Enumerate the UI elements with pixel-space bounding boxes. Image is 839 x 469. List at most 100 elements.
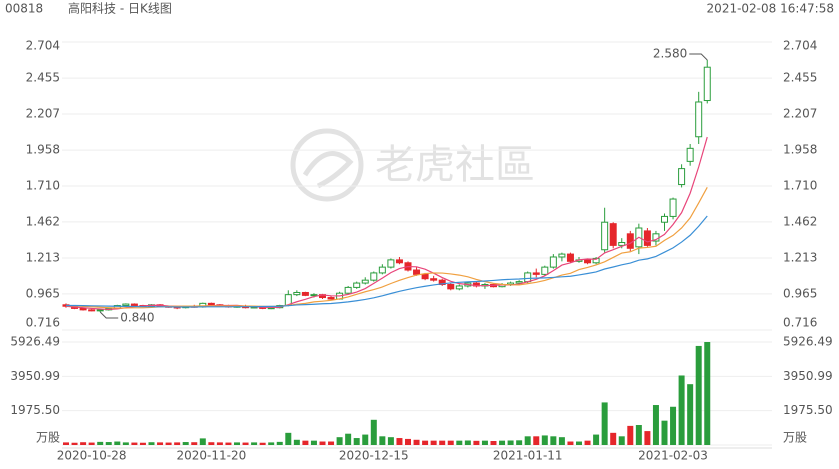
volume-bar <box>704 342 711 445</box>
volume-bar <box>88 442 95 445</box>
watermark: 老虎社區 <box>375 142 535 188</box>
y-tick-label-right: 2.207 <box>783 107 817 121</box>
chart-title: 高阳科技 - 日K线图 <box>68 1 172 16</box>
volume-bar <box>413 439 420 445</box>
vol-tick-label: 1975.50 <box>10 403 60 417</box>
candle-body <box>122 303 130 307</box>
x-tick-label: 2020-10-28 <box>57 449 127 463</box>
volume-bar <box>182 442 189 445</box>
candle-body <box>438 279 446 286</box>
volume-bar <box>567 441 574 445</box>
candle-body <box>327 297 335 300</box>
volume-bar <box>687 384 694 445</box>
candle-body <box>541 266 549 275</box>
volume-bar <box>422 440 429 445</box>
volume-bar <box>464 440 471 445</box>
low-pointer <box>99 311 119 319</box>
volume-bar <box>131 442 138 445</box>
y-tick-label-right: 1.710 <box>783 179 817 193</box>
volume-bar <box>456 440 463 445</box>
volume-bar <box>481 440 488 445</box>
vol-tick-label: 5926.49 <box>10 335 60 349</box>
y-tick-label-right: 0.716 <box>783 316 817 330</box>
high-pointer <box>689 53 708 61</box>
volume-bar <box>439 440 446 445</box>
volume-bar <box>293 439 300 445</box>
candle-body <box>207 302 215 306</box>
volume-bar <box>310 440 317 445</box>
y-tick-label-right: 2.704 <box>783 39 817 53</box>
y-tick-label: 1.710 <box>26 179 60 193</box>
volume-bar <box>661 420 668 445</box>
volume-bar <box>242 442 249 445</box>
volume-bar <box>558 437 565 445</box>
candle-body <box>558 253 566 258</box>
volume-bar <box>405 438 411 445</box>
candle-body <box>361 279 369 284</box>
volume-bar <box>139 442 146 445</box>
candle-body <box>387 259 395 268</box>
volume-bar <box>259 442 266 445</box>
volume-bar <box>234 442 240 445</box>
vol-tick-label-right: 5926.49 <box>783 335 833 349</box>
y-tick-label-right: 1.958 <box>783 143 817 157</box>
candle-body <box>626 233 634 249</box>
y-tick-label: 2.455 <box>26 71 60 85</box>
vol-tick-label: 3950.99 <box>10 369 60 383</box>
volume-bar <box>516 440 523 445</box>
volume-bar <box>430 440 437 445</box>
volume-bar <box>268 442 275 445</box>
volume-bar <box>208 442 215 445</box>
candle-body <box>88 309 96 312</box>
candle-body <box>592 257 600 264</box>
volume-bar <box>105 442 112 445</box>
volume-bar <box>507 440 514 445</box>
candle-body <box>584 259 592 264</box>
candle-body <box>618 241 626 246</box>
candle-body <box>643 230 651 246</box>
volume-bar <box>447 440 454 445</box>
volume-bar <box>584 440 591 445</box>
volume-bar <box>216 442 223 445</box>
volume-bar <box>473 440 480 445</box>
x-tick-label: 2020-11-20 <box>176 449 246 463</box>
y-tick-label-right: 2.455 <box>783 71 817 85</box>
volume-bar <box>225 442 232 445</box>
volume-bar <box>71 442 78 445</box>
volume-bar <box>627 425 634 445</box>
volume-bar <box>533 436 540 445</box>
candle-body <box>455 285 463 290</box>
volume-bar <box>593 434 600 445</box>
candle-body <box>566 253 574 262</box>
candle-body <box>344 286 352 294</box>
stock-code: 00818 <box>5 2 43 16</box>
volume-bar <box>524 436 531 445</box>
volume-bar <box>678 375 685 445</box>
candle-body <box>532 272 540 275</box>
volume-bar <box>302 440 309 445</box>
y-tick-label: 2.207 <box>26 107 60 121</box>
volume-bar <box>122 442 129 445</box>
volume-bar <box>490 441 497 445</box>
volume-bar <box>276 441 283 445</box>
candle-body <box>549 256 557 268</box>
candle-body <box>378 266 386 274</box>
candle-body <box>524 272 532 283</box>
volume-bar <box>499 440 506 445</box>
candle-body <box>413 269 421 275</box>
candle-body <box>447 284 455 290</box>
volume-bar <box>174 442 181 445</box>
volume-bar <box>165 442 172 445</box>
y-tick-label: 2.704 <box>26 39 60 53</box>
vol-tick-label-right: 3950.99 <box>783 369 833 383</box>
candle-body <box>96 309 104 312</box>
volume-bar <box>576 441 582 445</box>
candle-body <box>686 147 694 162</box>
candle-body <box>370 272 378 281</box>
x-tick-label: 2021-02-03 <box>638 449 708 463</box>
volume-bar <box>114 441 121 445</box>
candle-body <box>310 294 318 297</box>
moving-average <box>66 215 708 308</box>
volume-bar <box>199 438 206 445</box>
y-tick-label: 1.958 <box>26 143 60 157</box>
